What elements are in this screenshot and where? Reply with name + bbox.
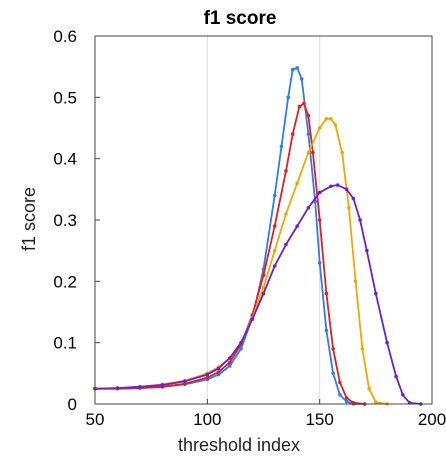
data-point xyxy=(306,150,311,155)
data-point xyxy=(216,366,221,371)
data-point xyxy=(261,291,266,296)
data-point xyxy=(250,317,255,322)
data-point xyxy=(272,248,277,253)
data-point xyxy=(279,144,284,149)
data-point xyxy=(138,385,142,389)
data-point xyxy=(272,193,277,198)
data-point xyxy=(344,187,349,192)
data-point xyxy=(295,181,300,185)
data-point xyxy=(329,117,333,121)
data-point xyxy=(306,132,311,136)
data-point xyxy=(239,340,243,345)
y-tick-label: 0.4 xyxy=(53,150,77,169)
data-point xyxy=(324,328,329,333)
data-point xyxy=(311,150,315,155)
plot-frame xyxy=(94,35,433,405)
x-tick-label: 50 xyxy=(86,410,105,429)
data-point xyxy=(284,242,288,247)
data-point xyxy=(295,66,300,70)
data-point xyxy=(183,379,187,384)
y-axis-label: f1 score xyxy=(19,187,39,251)
data-point xyxy=(306,205,311,210)
data-point xyxy=(290,67,295,72)
series-line-1 xyxy=(95,67,365,405)
y-tick-label: 0.1 xyxy=(53,334,77,353)
data-point xyxy=(205,375,210,380)
data-point xyxy=(344,396,349,400)
data-point xyxy=(284,212,288,216)
data-point xyxy=(340,150,344,155)
data-point xyxy=(317,218,322,222)
data-point xyxy=(367,386,371,391)
data-point xyxy=(295,224,300,228)
chart-title: f1 score xyxy=(204,8,277,29)
data-point xyxy=(290,132,295,136)
data-point xyxy=(115,386,120,390)
data-point xyxy=(333,123,338,127)
data-point xyxy=(261,273,266,278)
y-tick-label: 0.3 xyxy=(53,211,77,230)
data-point xyxy=(400,393,405,397)
data-point xyxy=(324,117,329,121)
data-point xyxy=(335,183,340,187)
data-point xyxy=(306,113,311,118)
data-point xyxy=(365,248,369,253)
data-point xyxy=(302,101,306,106)
data-point xyxy=(272,264,277,268)
data-point xyxy=(338,380,342,385)
data-point xyxy=(329,184,333,189)
data-point xyxy=(374,400,378,404)
data-point xyxy=(347,205,351,210)
data-point xyxy=(216,370,221,374)
series-line-4 xyxy=(94,184,421,405)
y-tick-label: 0.6 xyxy=(53,27,77,46)
y-tick-label: 0.5 xyxy=(53,88,77,107)
y-tick-label: 0 xyxy=(68,395,77,414)
data-point xyxy=(205,372,210,377)
data-point xyxy=(331,371,335,376)
series-line-3 xyxy=(94,117,388,405)
data-point xyxy=(331,347,335,351)
tick-layer: 50 100 150 200 0 0.1 0.2 0.3 0.4 0.5 0.6 xyxy=(53,27,446,429)
data-point xyxy=(344,399,349,404)
series-layer xyxy=(93,66,423,406)
data-point xyxy=(286,95,291,100)
x-tick-label: 150 xyxy=(305,410,333,429)
data-point xyxy=(385,340,389,345)
data-point xyxy=(299,77,304,81)
data-point xyxy=(317,126,322,130)
x-axis-label: threshold index xyxy=(178,435,300,455)
data-point xyxy=(228,364,232,368)
data-point xyxy=(324,291,329,296)
data-point xyxy=(317,190,322,195)
data-point xyxy=(353,279,358,284)
data-point xyxy=(317,261,322,265)
data-point xyxy=(261,285,266,290)
data-point xyxy=(374,291,378,296)
data-point xyxy=(297,104,302,109)
data-point xyxy=(228,360,232,365)
data-point xyxy=(284,169,288,173)
x-tick-label: 100 xyxy=(193,410,221,429)
data-point xyxy=(358,218,362,222)
data-point xyxy=(351,196,356,201)
data-point xyxy=(272,224,277,228)
data-point xyxy=(228,356,232,360)
data-point xyxy=(160,383,165,387)
x-tick-label: 200 xyxy=(418,410,446,429)
data-point xyxy=(394,374,398,379)
data-point xyxy=(360,347,365,351)
data-point xyxy=(239,347,243,351)
data-point xyxy=(338,393,342,397)
y-tick-label: 0.2 xyxy=(53,272,77,291)
